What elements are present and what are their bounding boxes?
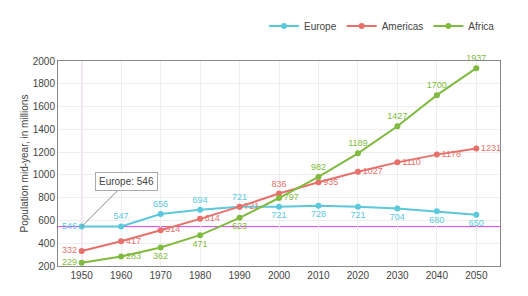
svg-text:Africa: Africa (468, 21, 494, 32)
svg-text:623: 623 (232, 221, 247, 231)
svg-text:1110: 1110 (402, 157, 421, 167)
svg-text:1950: 1950 (71, 270, 94, 281)
svg-text:1231: 1231 (481, 143, 501, 153)
svg-text:362: 362 (153, 251, 168, 261)
svg-text:1400: 1400 (33, 124, 56, 135)
svg-text:Europe: 546: Europe: 546 (99, 176, 154, 187)
svg-text:2040: 2040 (426, 270, 449, 281)
svg-text:614: 614 (205, 213, 220, 223)
svg-text:Americas: Americas (382, 21, 424, 32)
svg-text:1980: 1980 (189, 270, 212, 281)
svg-text:2020: 2020 (347, 270, 370, 281)
svg-text:600: 600 (38, 215, 55, 226)
svg-text:200: 200 (38, 261, 55, 272)
svg-text:2050: 2050 (465, 270, 488, 281)
svg-text:400: 400 (38, 238, 55, 249)
svg-text:721: 721 (271, 210, 286, 220)
svg-text:2030: 2030 (386, 270, 409, 281)
svg-text:2000: 2000 (268, 270, 291, 281)
svg-text:1427: 1427 (387, 111, 407, 121)
svg-text:514: 514 (165, 224, 180, 234)
svg-text:721: 721 (350, 210, 365, 220)
svg-text:694: 694 (193, 195, 208, 205)
svg-text:471: 471 (193, 239, 208, 249)
svg-text:721: 721 (244, 201, 259, 211)
svg-text:546: 546 (62, 221, 77, 231)
svg-text:704: 704 (390, 212, 405, 222)
svg-text:1800: 1800 (33, 78, 56, 89)
svg-text:836: 836 (271, 179, 286, 189)
svg-text:721: 721 (232, 192, 247, 202)
svg-text:547: 547 (114, 211, 129, 221)
svg-text:Europe: Europe (304, 21, 337, 32)
svg-text:417: 417 (126, 236, 141, 246)
svg-text:1189: 1189 (348, 138, 367, 148)
svg-text:1000: 1000 (33, 169, 56, 180)
svg-text:1200: 1200 (33, 147, 56, 158)
svg-text:229: 229 (62, 257, 77, 267)
svg-text:1937: 1937 (466, 53, 486, 63)
svg-text:1027: 1027 (363, 166, 383, 176)
svg-text:2010: 2010 (307, 270, 330, 281)
svg-text:1178: 1178 (442, 149, 461, 159)
svg-text:728: 728 (311, 209, 326, 219)
svg-text:1990: 1990 (228, 270, 251, 281)
svg-text:1600: 1600 (33, 101, 56, 112)
svg-text:656: 656 (153, 199, 168, 209)
svg-text:680: 680 (429, 215, 444, 225)
svg-text:650: 650 (469, 218, 484, 228)
svg-text:1700: 1700 (427, 80, 447, 90)
svg-text:1960: 1960 (110, 270, 133, 281)
svg-text:332: 332 (62, 245, 77, 255)
svg-text:935: 935 (323, 177, 338, 187)
svg-text:800: 800 (38, 192, 55, 203)
svg-text:Population mid-year, in millio: Population mid-year, in millions (19, 95, 30, 233)
svg-text:797: 797 (284, 192, 299, 202)
svg-text:982: 982 (311, 162, 326, 172)
svg-text:2000: 2000 (33, 56, 56, 67)
svg-text:1970: 1970 (149, 270, 172, 281)
svg-text:283: 283 (126, 251, 141, 261)
